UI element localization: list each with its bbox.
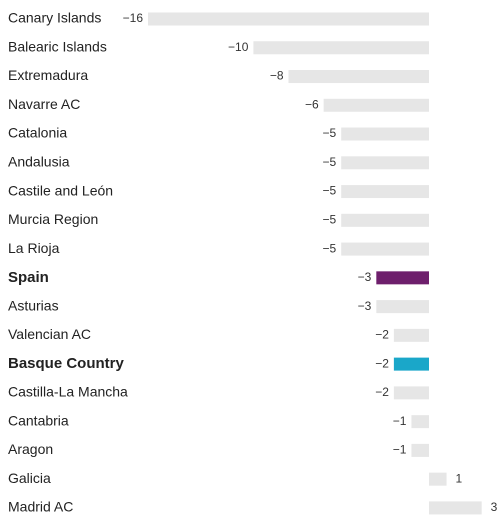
bar xyxy=(411,415,429,429)
bar xyxy=(376,271,429,285)
value-label: −1 xyxy=(393,443,407,457)
bar xyxy=(429,472,447,486)
value-label: −3 xyxy=(358,270,372,284)
value-label: −3 xyxy=(358,299,372,313)
value-label: −2 xyxy=(375,385,389,399)
bar xyxy=(288,70,429,84)
value-label: −16 xyxy=(123,11,144,25)
category-label: Andalusia xyxy=(8,154,70,170)
value-label: −5 xyxy=(323,184,337,198)
category-label: Spain xyxy=(8,269,49,286)
bar xyxy=(341,127,429,141)
bar xyxy=(148,12,430,26)
value-label: −2 xyxy=(375,328,389,342)
value-label: −1 xyxy=(393,414,407,428)
category-label: Asturias xyxy=(8,297,59,313)
category-label: Canary Islands xyxy=(8,10,101,26)
category-label: Madrid AC xyxy=(8,499,73,515)
value-label: −5 xyxy=(323,212,337,226)
bar xyxy=(411,443,429,457)
category-label: Basque Country xyxy=(8,355,125,372)
bar xyxy=(253,41,429,55)
category-label: Murcia Region xyxy=(8,211,98,227)
category-label: Balearic Islands xyxy=(8,38,107,54)
value-label: 1 xyxy=(456,471,463,485)
category-label: La Rioja xyxy=(8,240,60,256)
bar xyxy=(341,242,429,256)
bar xyxy=(376,300,429,314)
category-label: Galicia xyxy=(8,470,51,486)
value-label: −5 xyxy=(323,126,337,140)
value-label: −6 xyxy=(305,97,319,111)
category-label: Navarre AC xyxy=(8,96,80,112)
bar xyxy=(393,357,429,371)
value-label: −5 xyxy=(323,241,337,255)
bar xyxy=(393,328,429,342)
bar xyxy=(393,386,429,400)
category-label: Valencian AC xyxy=(8,326,91,342)
category-label: Extremadura xyxy=(8,67,88,83)
value-label: −2 xyxy=(375,356,389,370)
bar xyxy=(341,185,429,199)
value-label: −8 xyxy=(270,69,284,83)
bar xyxy=(341,156,429,170)
bar xyxy=(429,501,482,515)
value-label: −10 xyxy=(228,40,249,54)
category-label: Catalonia xyxy=(8,125,67,141)
category-label: Cantabria xyxy=(8,412,69,428)
category-label: Castile and León xyxy=(8,182,113,198)
value-label: 3 xyxy=(491,500,498,514)
value-label: −5 xyxy=(323,155,337,169)
bar xyxy=(341,213,429,227)
bar xyxy=(323,98,429,112)
category-label: Castilla-La Mancha xyxy=(8,384,128,400)
category-label: Aragon xyxy=(8,441,53,457)
